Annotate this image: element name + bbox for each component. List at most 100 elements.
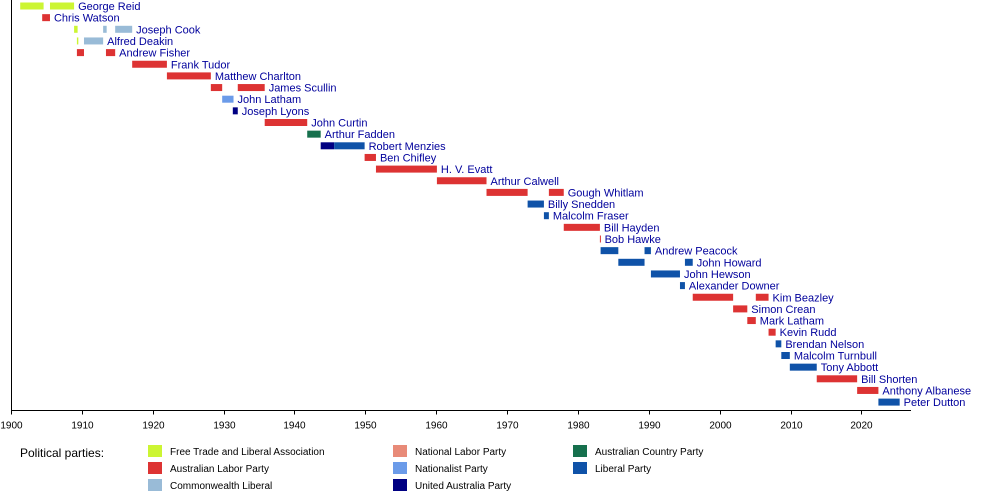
leader-name-label: John Latham (238, 94, 302, 106)
timeline-row-chris-watson: Chris Watson (42, 13, 120, 25)
leader-name-label: John Curtin (311, 118, 367, 130)
legend: Political parties: Free Trade and Libera… (20, 445, 703, 492)
leader-name-label: Malcolm Turnbull (794, 351, 877, 363)
x-tick-label: 2000 (709, 421, 732, 432)
legend-item-national-labor: National Labor Party (393, 445, 506, 458)
leader-name-label: James Scullin (269, 83, 337, 95)
leader-name-label: John Hewson (684, 269, 751, 281)
x-tick-label: 2020 (850, 421, 873, 432)
term-bar (775, 340, 782, 348)
timeline-row-kevin-rudd: Kevin Rudd (768, 327, 837, 339)
term-bar (436, 177, 487, 185)
timeline-row-andrew-peacock: Andrew Peacock (600, 246, 738, 258)
leader-name-label: Andrew Peacock (655, 246, 738, 258)
timeline-row-frank-tudor: Frank Tudor (132, 59, 231, 71)
leader-name-label: Matthew Charlton (215, 71, 301, 83)
term-bar (600, 247, 619, 255)
leader-name-label: John Howard (697, 257, 762, 269)
term-bar (105, 49, 116, 57)
term-bar (210, 84, 223, 92)
x-tick-label: 1900 (0, 421, 23, 432)
legend-label: Liberal Party (595, 464, 651, 475)
term-bar (375, 165, 437, 173)
legend-title: Political parties: (20, 446, 104, 460)
term-bar (747, 317, 756, 325)
term-bar (364, 153, 376, 161)
leader-name-label: Alfred Deakin (107, 36, 173, 48)
timeline-row-peter-dutton: Peter Dutton (878, 397, 965, 409)
leader-name-label: Mark Latham (760, 316, 824, 328)
leader-name-label: George Reid (78, 1, 140, 13)
timeline-row-malcolm-turnbull: Malcolm Turnbull (781, 351, 877, 363)
x-tick-label: 1970 (496, 421, 519, 432)
timeline-row-brendan-nelson: Brendan Nelson (775, 339, 864, 351)
term-bar (76, 49, 84, 57)
plot-area: 1900 1910 1920 1930 1940 1950 1960 1970 1980 1990… (0, 0, 971, 432)
leader-name-label: Joseph Cook (136, 24, 201, 36)
timeline-row-john-hewson: John Hewson (650, 269, 751, 281)
leader-name-label: Joseph Lyons (242, 106, 310, 118)
legend-swatch (573, 462, 587, 474)
term-bar (232, 107, 238, 115)
timeline-row-robert-menzies: Robert Menzies (320, 141, 447, 153)
leader-name-label: Brendan Nelson (785, 339, 864, 351)
leader-name-label: Ben Chifley (380, 152, 437, 164)
term-bar (166, 72, 211, 80)
x-tick-label: 1960 (425, 421, 448, 432)
leader-name-label: Chris Watson (54, 13, 120, 25)
term-bar (222, 95, 234, 103)
term-bar (548, 188, 564, 196)
x-tick-label: 1980 (567, 421, 590, 432)
timeline-row-joseph-cook: Joseph Cook (74, 24, 201, 36)
legend-swatch (148, 479, 162, 491)
term-bar (307, 130, 321, 138)
timeline-row-arthur-calwell: Arthur Calwell (436, 176, 559, 188)
legend-item-liberal: Liberal Party (573, 462, 651, 475)
term-bar (755, 293, 769, 301)
term-bar (115, 25, 133, 33)
timeline-row-bill-shorten: Bill Shorten (816, 374, 917, 386)
timeline-row-malcolm-fraser: Malcolm Fraser (543, 211, 629, 223)
legend-label: National Labor Party (415, 447, 506, 458)
leader-name-label: Andrew Fisher (119, 48, 190, 60)
timeline-row-arthur-fadden: Arthur Fadden (307, 129, 395, 141)
legend-item-united-australia: United Australia Party (393, 479, 511, 492)
legend-swatch (393, 479, 407, 491)
term-bar (132, 60, 167, 68)
leader-name-label: Frank Tudor (171, 59, 231, 71)
legend-item-free-trade: Free Trade and Liberal Association (148, 445, 325, 458)
timeline-row-joseph-lyons: Joseph Lyons (232, 106, 310, 118)
timeline-row-kim-beazley: Kim Beazley (692, 292, 834, 304)
legend-item-commonwealth-liberal: Commonwealth Liberal (148, 479, 272, 492)
term-bar (618, 258, 645, 266)
legend-item-labor: Australian Labor Party (148, 462, 269, 475)
timeline-row-ben-chifley: Ben Chifley (364, 152, 437, 164)
term-bar (334, 142, 365, 150)
leader-name-label: Arthur Calwell (491, 176, 559, 188)
term-bar (486, 188, 528, 196)
legend-item-country: Australian Country Party (573, 445, 703, 458)
legend-swatch (393, 462, 407, 474)
timeline-row-bob-hawke: Bob Hawke (599, 234, 661, 246)
x-tick-label: 1920 (142, 421, 165, 432)
timeline-row-alexander-downer: Alexander Downer (679, 281, 780, 293)
timeline-row-h-v-evatt: H. V. Evatt (375, 164, 492, 176)
leader-name-label: Robert Menzies (369, 141, 447, 153)
leader-name-label: Simon Crean (751, 304, 815, 316)
x-tick-label: 1930 (213, 421, 236, 432)
term-bar (563, 223, 600, 231)
timeline-row-bill-hayden: Bill Hayden (563, 222, 660, 234)
legend-swatch (148, 445, 162, 457)
term-bar (320, 142, 335, 150)
timeline-row-andrew-fisher: Andrew Fisher (76, 48, 190, 60)
x-tick-label: 2010 (780, 421, 803, 432)
term-bar (857, 386, 879, 394)
timeline-row-billy-snedden: Billy Snedden (527, 199, 615, 211)
leader-name-label: Alexander Downer (689, 281, 780, 293)
timeline-row-john-latham: John Latham (222, 94, 301, 106)
x-tick-label: 1940 (283, 421, 306, 432)
term-bar (644, 247, 651, 255)
leader-name-label: Kevin Rudd (780, 327, 837, 339)
legend-label: Commonwealth Liberal (170, 481, 272, 492)
